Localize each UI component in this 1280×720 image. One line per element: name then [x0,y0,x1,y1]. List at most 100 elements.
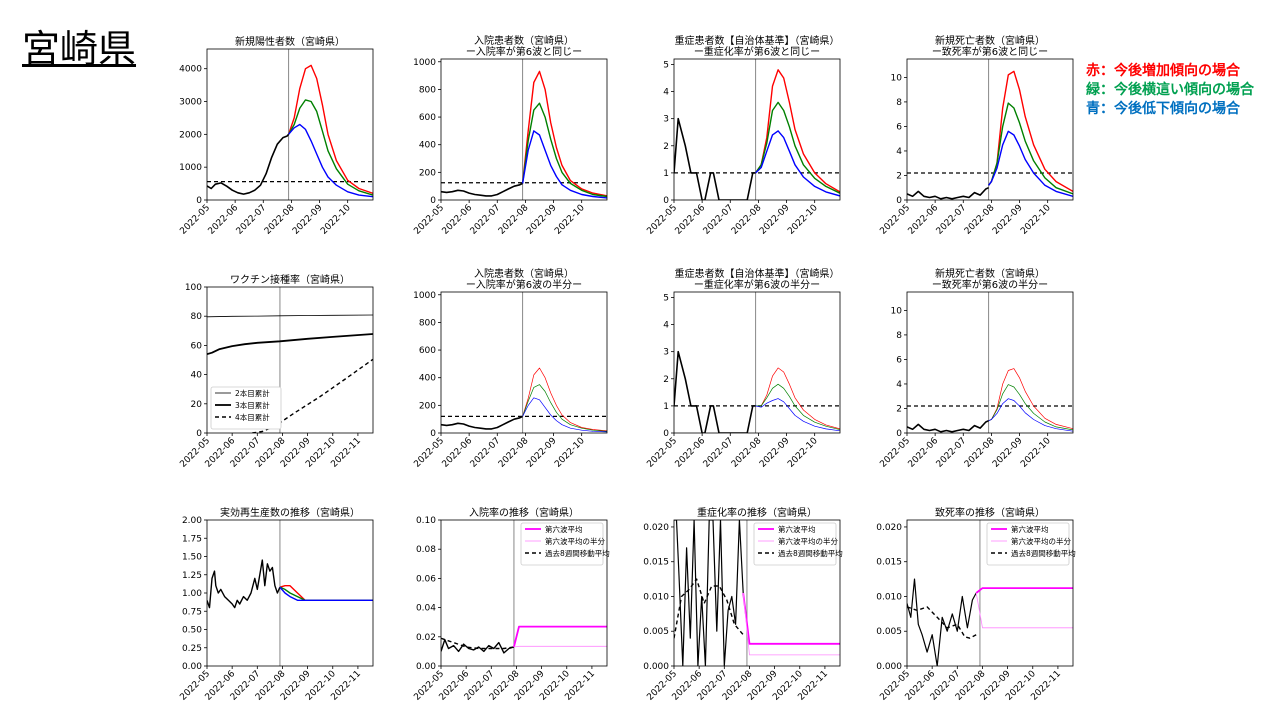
series-line-2 [287,99,373,196]
y-tick-label: 0.00 [182,662,202,672]
legend-box [210,386,282,430]
y-tick-label: 1000 [413,291,436,301]
series-line-1 [441,637,515,650]
legend-box [986,522,1070,566]
y-tick-label: 0 [896,429,902,439]
x-tick-label: 2022-05 [645,203,679,237]
legend-label: 過去8週間移動平均 [1011,548,1076,558]
series-line-1 [755,367,840,430]
x-tick-label: 2022-07 [935,436,969,470]
legend: 2本目累計 3本目累計 4本目累計 [210,386,282,430]
x-tick-label: 2022-05 [645,436,679,470]
series-line-3 [755,398,840,432]
y-tick-label: 1000 [179,163,202,173]
legend-label: 過去8週間移動平均 [545,548,610,558]
x-tick-label: 2022-10 [786,436,820,470]
series-line-3 [513,645,607,648]
plot-frame [673,291,841,434]
y-tick-label: 1.25 [182,571,202,581]
y-tick-label: 2 [663,142,669,152]
y-tick-label: 600 [419,113,436,123]
y-tick-label: 3 [663,348,669,358]
x-tick-label: 2022-07 [935,203,969,237]
plot-area [674,292,840,433]
chart-severe_rate: 重症化率の推移（宮崎県）0.0000.0050.0100.0150.020202… [643,506,843,703]
chart-title: 新規陽性者数（宮崎県） [235,35,345,48]
chart-new_cases: 新規陽性者数（宮崎県） 0 1000 2000 3000 4000 2022-05 2022-… [178,35,374,237]
chart-severe_same: 重症患者数【自治体基準】（宮崎県）ー重症化率が第6波と同じー 0 1 2 3 4 5 2022… [645,34,841,237]
y-tick-label: 1.00 [182,589,202,599]
chart-title: 重症患者数【自治体基準】（宮崎県） [675,267,840,280]
chart-deaths_half: 新規死亡者数（宮崎県）ー致死率が第6波の半分ー 0 2 4 6 8 10 2022-05 202… [878,267,1074,470]
note-red: 赤：今後増加傾向の場合 [1086,63,1240,79]
series-line-0 [441,639,515,654]
note-blue: 青：今後低下傾向の場合 [1086,101,1240,117]
plot-frame [206,286,374,434]
series-line-2 [521,102,607,198]
plot-area [674,520,840,666]
y-tick-label: 0.020 [876,523,902,533]
y-tick-label: 200 [419,401,436,411]
series-line-3 [742,592,840,656]
series-line-2 [513,625,607,648]
legend-box [753,522,837,566]
series-line-0 [207,314,373,318]
x-tick-label: 2022-07 [702,203,736,237]
y-tick-label: 800 [419,85,436,95]
y-tick-label: 0.10 [416,516,436,526]
series-line-3 [521,130,607,199]
series-line-1 [907,606,977,639]
plot-frame [906,291,1074,434]
chart-title: 新規死亡者数（宮崎県） [935,34,1045,47]
chart-title: 実効再生産数の推移（宮崎県） [220,506,360,519]
chart-severe_half: 重症患者数【自治体基準】（宮崎県）ー重症化率が第6波の半分ー 0 1 2 3 4 5 2022… [645,267,841,470]
y-tick-label: 2000 [179,130,202,140]
y-tick-label: 4000 [179,65,202,75]
y-tick-label: 20 [191,400,203,410]
legend-label: 第六波平均の半分 [778,536,838,546]
series-line-3 [975,592,1073,629]
series-line-3 [755,130,840,197]
y-tick-label: 0.020 [643,523,669,533]
note-green: 緑：今後横這い傾向の場合 [1086,82,1254,98]
chart-title: 重症化率の推移（宮崎県） [697,506,817,519]
plot-area [674,59,840,200]
series-line-0 [907,186,989,200]
y-tick-label: 200 [419,168,436,178]
series-line-0 [674,350,756,433]
y-tick-label: 0.010 [876,592,902,602]
series-line-2 [755,101,840,194]
x-tick-label: 2022-10 [786,203,820,237]
y-tick-label: 4 [896,147,902,157]
plot-area [207,520,373,666]
plot-frame [440,58,608,201]
chart-title: ワクチン接種率（宮崎県） [230,273,350,286]
series-line-0 [441,415,523,430]
series-line-0 [207,133,290,195]
series-line-0 [441,182,523,197]
y-tick-label: 0.000 [876,662,902,672]
plot-area [441,59,607,200]
legend-label: 第六波平均 [1011,524,1049,534]
legend-label: 3本目累計 [235,400,270,410]
x-tick-label: 2022-07 [469,436,503,470]
y-tick-label: 3 [663,115,669,125]
plot-frame [673,58,841,201]
y-tick-label: 2 [896,404,902,414]
plot-frame [673,519,841,667]
y-tick-label: 100 [185,283,202,293]
y-tick-label: 0.005 [876,627,902,637]
series-line-3 [522,397,607,433]
y-tick-label: 5 [663,60,669,70]
y-tick-label: 2 [896,171,902,181]
y-tick-label: 8 [896,98,902,108]
chart-title: ー重症化率が第6波と同じー [694,45,820,58]
y-tick-label: 6 [896,355,902,365]
y-tick-label: 0.00 [416,662,436,672]
chart-deaths_same: 新規死亡者数（宮崎県）ー致死率が第6波と同じー 0 2 4 6 8 10 2022-05 202… [878,34,1074,237]
plot-frame [440,519,608,667]
y-tick-label: 1 [663,169,669,179]
